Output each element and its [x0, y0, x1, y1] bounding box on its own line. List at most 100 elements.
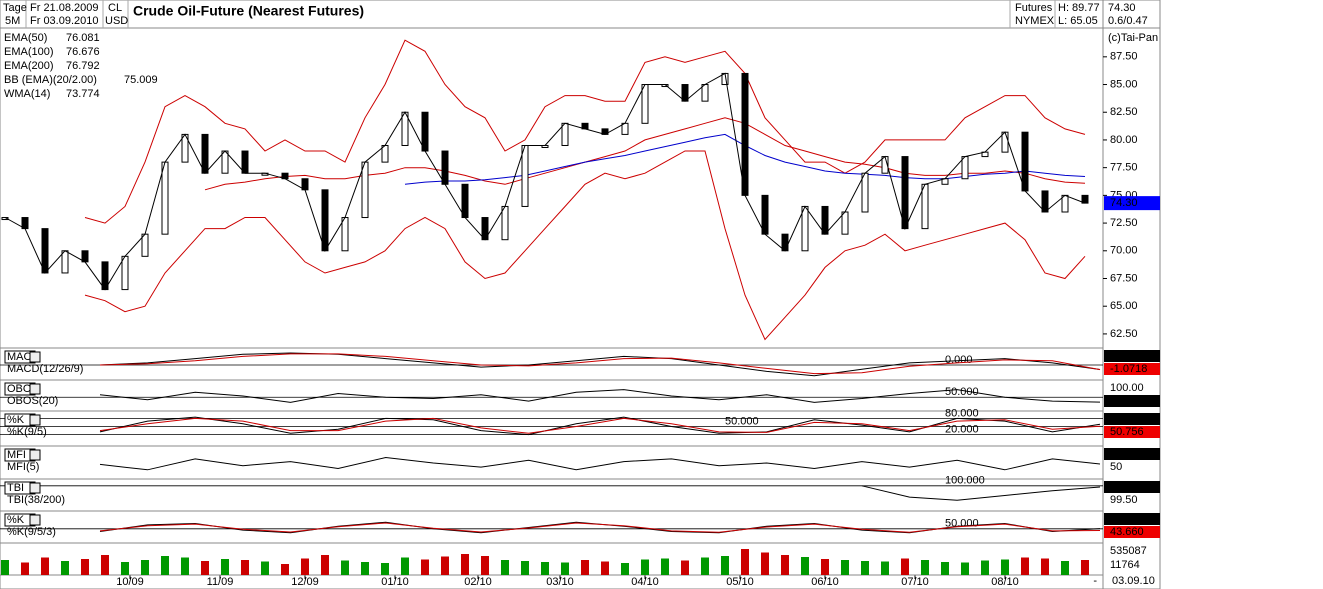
value-box	[1104, 395, 1160, 407]
level-label: 50.000	[945, 386, 979, 398]
indicator-line	[84, 150, 1086, 341]
volume-bar	[941, 562, 949, 575]
value-box-label: 100.00	[1110, 382, 1144, 394]
panel-label: MFI	[7, 449, 26, 461]
to-date: Fr 03.09.2010	[30, 15, 99, 27]
candle	[761, 194, 769, 235]
value-box	[1104, 448, 1160, 460]
candle	[921, 183, 929, 230]
date-dash: -	[1093, 575, 1097, 587]
panel-label: %K	[7, 414, 25, 426]
volume-bar	[501, 560, 509, 575]
candle	[901, 156, 909, 230]
candle	[561, 122, 569, 146]
high: H: 89.77	[1058, 2, 1100, 14]
y-tick-label: 77.50	[1110, 162, 1138, 174]
volume-bar	[21, 562, 29, 575]
volume-bar	[301, 558, 309, 575]
legend-name: WMA(14)	[4, 88, 50, 100]
volume-label: 535087	[1110, 545, 1147, 557]
volume-bar	[101, 555, 109, 575]
volume-bar	[121, 562, 129, 575]
value-box	[1104, 526, 1160, 538]
volume-bar	[201, 561, 209, 575]
x-tick-label: 03/10	[546, 576, 574, 588]
volume-bar	[821, 559, 829, 575]
x-tick-label: 06/10	[811, 576, 839, 588]
panel-line	[99, 456, 1101, 471]
x-tick-label: 10/09	[116, 576, 144, 588]
volume-bar	[721, 556, 729, 575]
from-date: Fr 21.08.2009	[30, 2, 99, 14]
panel-label: TBI	[7, 482, 24, 494]
panel-label: %K	[7, 514, 25, 526]
candle	[141, 233, 149, 257]
panel-button[interactable]	[29, 482, 41, 494]
level-label: 100.000	[945, 475, 985, 487]
panel-line	[99, 416, 1101, 436]
panel-button[interactable]	[29, 514, 41, 526]
candle	[1061, 194, 1069, 213]
volume-bar	[141, 560, 149, 575]
candle	[681, 84, 689, 102]
volume-bar	[1041, 558, 1049, 575]
candle	[701, 84, 709, 102]
volume-bar	[1081, 560, 1089, 575]
candle	[441, 150, 449, 185]
panel-line	[99, 522, 1101, 533]
value-box-label: -1.0616	[1110, 350, 1147, 362]
volume-bar	[901, 558, 909, 575]
panel-line	[99, 389, 1101, 403]
chart-title: Crude Oil-Future (Nearest Futures)	[133, 3, 364, 19]
legend-value: 76.676	[66, 46, 100, 58]
volume-bar	[841, 560, 849, 575]
level-label: 50.000	[725, 415, 759, 427]
low: L: 65.05	[1058, 15, 1098, 27]
panel-button[interactable]	[29, 383, 41, 395]
candle	[241, 150, 249, 174]
panel-line	[861, 485, 1101, 501]
legend-name: EMA(100)	[4, 46, 54, 58]
candle	[221, 150, 229, 174]
legend-value: 76.081	[66, 32, 100, 44]
volume-bar	[921, 560, 929, 575]
x-tick-label: 02/10	[464, 576, 492, 588]
date-label: 03.09.10	[1112, 575, 1155, 587]
indicator-line	[204, 117, 1086, 191]
volume-bar	[381, 563, 389, 575]
legend-value: 73.774	[66, 88, 100, 100]
volume-bar	[261, 561, 269, 575]
legend-value: 76.792	[66, 60, 100, 72]
panel-sublabel: TBI(38/200)	[7, 494, 65, 506]
candle	[41, 228, 49, 274]
value-box-label: 99.50	[1110, 494, 1138, 506]
y-tick-label: 87.50	[1110, 51, 1138, 63]
candle	[641, 84, 649, 124]
volume-bar	[621, 563, 629, 575]
frame	[0, 0, 1161, 589]
value-box-label: 50.756	[1110, 513, 1144, 525]
value-box-label: 99.254	[1110, 481, 1144, 493]
symbol: CL	[108, 2, 122, 14]
candle	[1001, 131, 1009, 153]
volume-bar	[441, 556, 449, 575]
level-label: 20.000	[945, 424, 979, 436]
volume-bar	[221, 559, 229, 575]
candle	[801, 205, 809, 252]
volume-bar	[961, 562, 969, 575]
panel-button[interactable]	[29, 351, 41, 363]
panel-sublabel: %K(9/5)	[7, 426, 47, 438]
value-box	[1104, 350, 1160, 362]
candle	[121, 255, 129, 291]
panel-sublabel: %K(9/5/3)	[7, 526, 56, 538]
legend-name: BB (EMA)(20/2.00)	[4, 74, 97, 86]
volume-bar	[181, 557, 189, 575]
volume-bar	[361, 562, 369, 575]
panel-button[interactable]	[29, 414, 41, 426]
y-tick-label: 72.50	[1110, 217, 1138, 229]
x-tick-label: 05/10	[726, 576, 754, 588]
panel-button[interactable]	[29, 449, 41, 461]
candle	[421, 111, 429, 152]
indicator-line	[84, 39, 1086, 224]
